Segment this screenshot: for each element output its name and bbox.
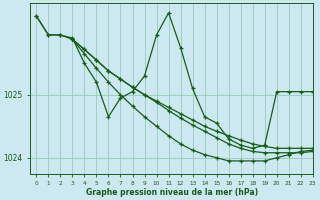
X-axis label: Graphe pression niveau de la mer (hPa): Graphe pression niveau de la mer (hPa): [85, 188, 258, 197]
